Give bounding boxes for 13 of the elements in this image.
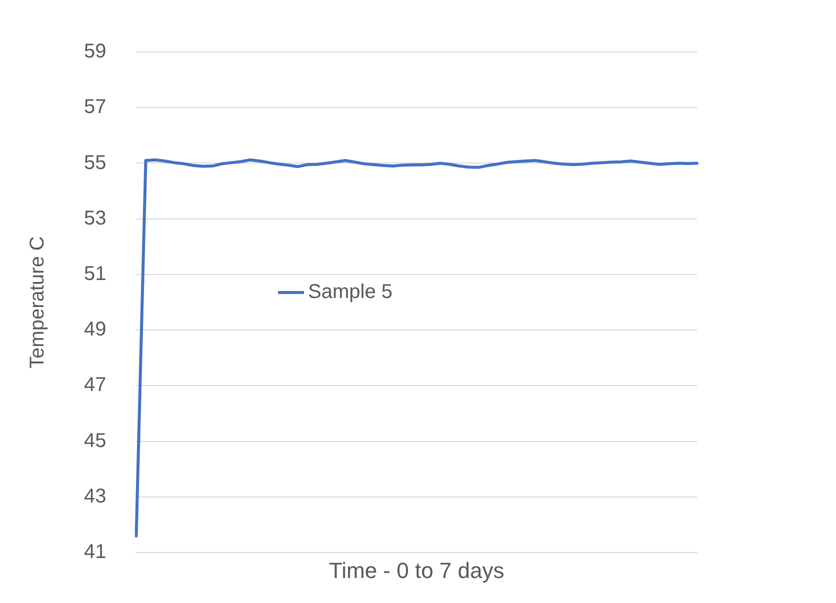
x-axis-title: Time - 0 to 7 days xyxy=(329,558,504,583)
y-tick-label: 45 xyxy=(84,430,106,452)
y-tick-label: 49 xyxy=(84,318,106,341)
legend-label: Sample 5 xyxy=(308,281,392,304)
y-tick-label: 57 xyxy=(84,96,106,118)
y-tick-label: 51 xyxy=(84,263,106,286)
y-tick-label: 43 xyxy=(84,485,106,508)
y-tick-label: 53 xyxy=(84,207,106,230)
y-axis-title: Temperature C xyxy=(26,236,49,368)
y-tick-label: 59 xyxy=(84,40,106,63)
y-tick-label: 47 xyxy=(84,374,106,396)
y-tick-label: 41 xyxy=(84,541,106,564)
y-tick-label: 55 xyxy=(84,152,106,174)
